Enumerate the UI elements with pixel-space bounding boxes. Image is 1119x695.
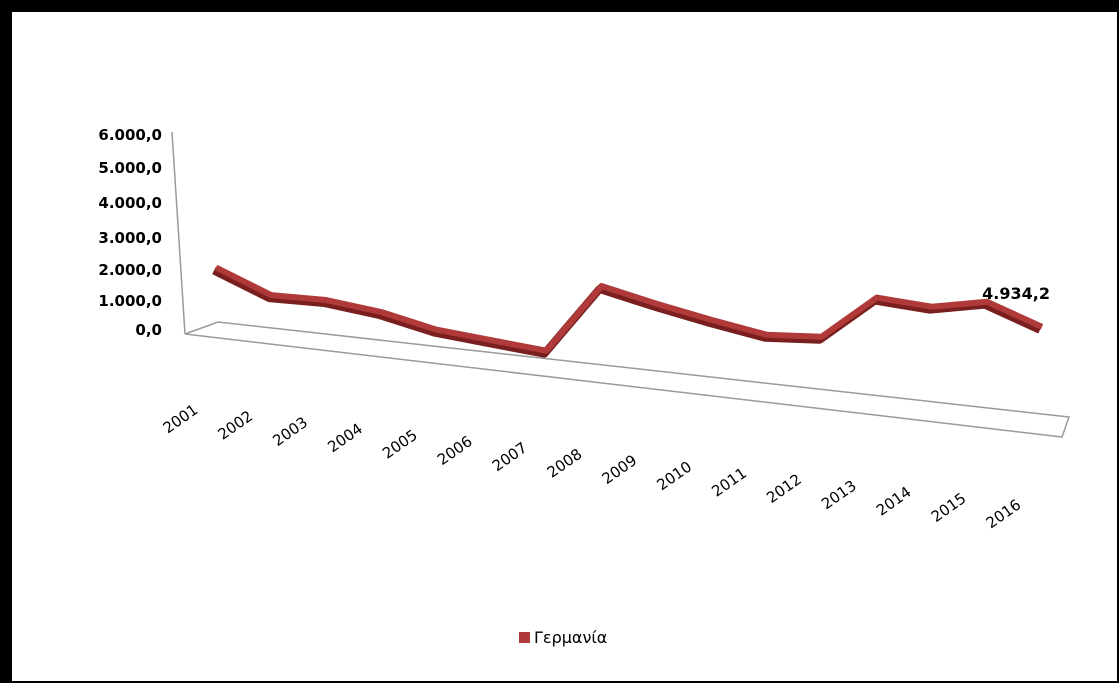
y-axis-tick-labels: 0,0 1.000,0 2.000,0 3.000,0 4.000,0 5.000,0 6.… (98, 126, 162, 339)
y-tick-label: 3.000,0 (98, 229, 162, 247)
x-tick-label: 2013 (818, 477, 860, 514)
x-tick-label: 2002 (215, 407, 257, 444)
data-label: 4.934,2 (982, 284, 1050, 303)
x-tick-label: 2005 (379, 426, 421, 463)
x-tick-label: 2001 (160, 401, 202, 438)
y-tick-label: 1.000,0 (98, 292, 162, 310)
x-tick-label: 2015 (928, 489, 970, 526)
x-tick-label: 2011 (708, 464, 750, 501)
y-tick-label: 0,0 (135, 321, 162, 339)
x-tick-label: 2003 (269, 413, 311, 450)
y-axis-line (172, 132, 185, 334)
x-tick-label: 2007 (489, 439, 531, 476)
x-tick-label: 2016 (983, 496, 1025, 533)
x-tick-label: 2012 (763, 470, 805, 507)
x-tick-label: 2010 (653, 458, 695, 495)
series-lines (214, 268, 1042, 354)
floor-plane (185, 322, 1069, 437)
y-tick-label: 4.000,0 (98, 194, 162, 212)
series-line-shadow (214, 271, 1040, 354)
y-tick-label: 6.000,0 (98, 126, 162, 144)
axes (172, 132, 1069, 437)
x-tick-label: 2009 (599, 451, 641, 488)
y-tick-label: 2.000,0 (98, 261, 162, 279)
x-axis-tick-labels: 2001 2002 2003 2004 2005 2006 2007 2008 2009 2010… (160, 401, 1025, 533)
x-tick-label: 2004 (324, 420, 366, 457)
legend-swatch (519, 632, 530, 643)
data-labels: 4.934,2 (982, 284, 1050, 303)
legend-label: Γερμανία (534, 628, 607, 647)
x-tick-label: 2014 (873, 483, 915, 520)
legend: Γερμανία (519, 628, 607, 647)
line-chart-3d: 0,0 1.000,0 2.000,0 3.000,0 4.000,0 5.000,0 6.… (12, 12, 1119, 695)
x-tick-label: 2006 (434, 432, 476, 469)
x-tick-label: 2008 (544, 445, 586, 482)
y-tick-label: 5.000,0 (98, 159, 162, 177)
